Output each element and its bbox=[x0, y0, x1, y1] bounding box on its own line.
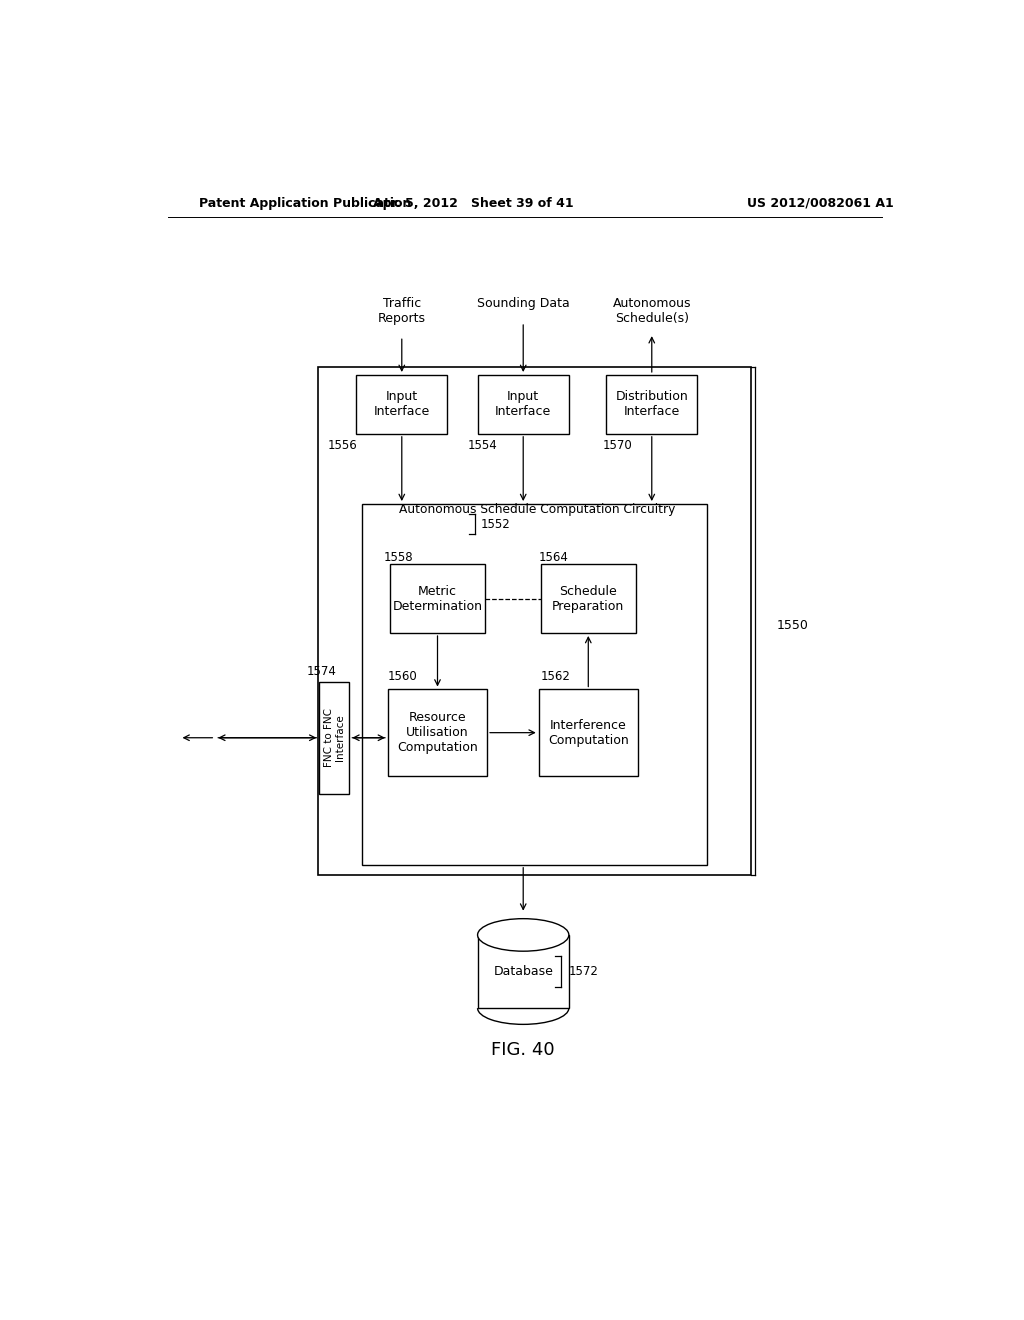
Text: Distribution
Interface: Distribution Interface bbox=[615, 391, 688, 418]
Text: 1550: 1550 bbox=[777, 619, 809, 632]
Text: Apr. 5, 2012   Sheet 39 of 41: Apr. 5, 2012 Sheet 39 of 41 bbox=[373, 197, 573, 210]
Bar bbox=[477, 375, 569, 434]
Text: Input
Interface: Input Interface bbox=[374, 391, 430, 418]
Bar bbox=[606, 375, 697, 434]
Text: 1562: 1562 bbox=[541, 671, 570, 684]
Text: Interference
Computation: Interference Computation bbox=[548, 718, 629, 747]
Bar bbox=[539, 689, 638, 776]
Text: 1570: 1570 bbox=[602, 438, 633, 451]
Text: Traffic
Reports: Traffic Reports bbox=[378, 297, 426, 325]
Bar bbox=[477, 935, 569, 1008]
Bar bbox=[362, 504, 708, 865]
Text: 1564: 1564 bbox=[539, 552, 569, 565]
Text: 1574: 1574 bbox=[306, 665, 337, 678]
Text: FNC to FNC
Interface: FNC to FNC Interface bbox=[324, 709, 345, 767]
Text: Autonomous
Schedule(s): Autonomous Schedule(s) bbox=[612, 297, 691, 325]
Text: 1572: 1572 bbox=[568, 965, 598, 978]
Text: Schedule
Preparation: Schedule Preparation bbox=[552, 585, 625, 612]
Text: 1554: 1554 bbox=[468, 438, 498, 451]
Text: Metric
Determination: Metric Determination bbox=[392, 585, 482, 612]
Ellipse shape bbox=[477, 919, 569, 952]
Text: Input
Interface: Input Interface bbox=[495, 391, 551, 418]
Text: 1558: 1558 bbox=[384, 552, 413, 565]
Text: Autonomous Schedule Computation Circuitry: Autonomous Schedule Computation Circuitr… bbox=[398, 503, 675, 516]
Text: Resource
Utilisation
Computation: Resource Utilisation Computation bbox=[397, 711, 478, 754]
Text: Sounding Data: Sounding Data bbox=[477, 297, 569, 310]
Text: Database: Database bbox=[494, 965, 553, 978]
Bar bbox=[388, 689, 487, 776]
Text: 1552: 1552 bbox=[481, 517, 511, 531]
Bar bbox=[541, 564, 636, 634]
Bar bbox=[390, 564, 485, 634]
Bar bbox=[356, 375, 447, 434]
Bar bbox=[318, 367, 751, 875]
Text: US 2012/0082061 A1: US 2012/0082061 A1 bbox=[748, 197, 894, 210]
Text: FIG. 40: FIG. 40 bbox=[492, 1040, 555, 1059]
Bar bbox=[319, 682, 349, 793]
Text: Patent Application Publication: Patent Application Publication bbox=[200, 197, 412, 210]
Text: 1556: 1556 bbox=[328, 438, 357, 451]
Text: 1560: 1560 bbox=[387, 671, 417, 684]
